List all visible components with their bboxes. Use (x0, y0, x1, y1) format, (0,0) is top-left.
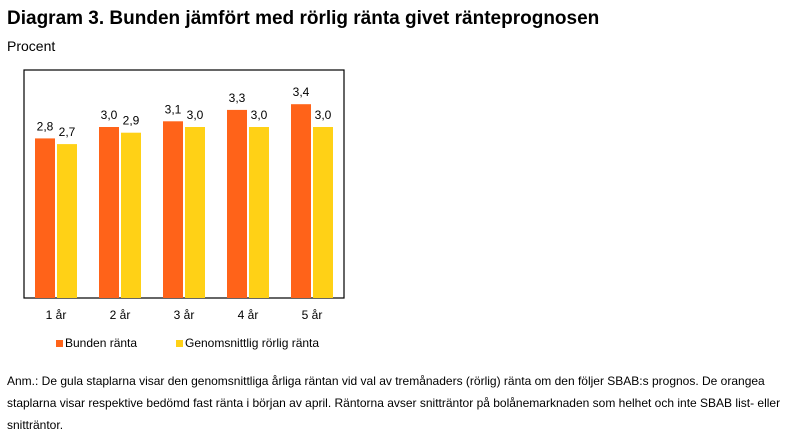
x-tick-label: 3 år (174, 308, 195, 322)
data-label: 3,0 (315, 108, 332, 122)
plot-frame (23, 69, 345, 299)
data-label: 3,0 (101, 108, 118, 122)
bar-rorlig (185, 127, 205, 298)
bar-rorlig (57, 144, 77, 298)
data-label: 2,7 (59, 125, 76, 139)
bar-bunden (163, 121, 183, 298)
legend-label: Genomsnittlig rörlig ränta (185, 336, 319, 350)
chart-subtitle: Procent (7, 38, 56, 54)
bar-bunden (291, 104, 311, 298)
data-label: 3,1 (165, 102, 182, 116)
bar-bunden (99, 127, 119, 298)
data-label: 3,0 (187, 108, 204, 122)
x-tick-label: 1 år (46, 308, 67, 322)
chart-title: Diagram 3. Bunden jämfört med rörlig rän… (7, 8, 600, 29)
bar-rorlig (313, 127, 333, 298)
bar-rorlig (121, 132, 141, 298)
chart-note: Anm.: De gula staplarna visar den genoms… (7, 374, 781, 432)
x-tick-label: 4 år (238, 308, 259, 322)
data-label: 3,0 (251, 108, 268, 122)
bar-chart: 2,8 2,7 1 år 3,0 2,9 2 år 3,1 3,0 3 år 3,3 3,0 4 år… (23, 69, 345, 350)
legend-swatch (176, 340, 183, 347)
bar-bunden (227, 109, 247, 299)
data-label: 3,4 (293, 85, 310, 99)
x-tick-label: 2 år (110, 308, 131, 322)
data-label: 3,3 (229, 91, 246, 105)
legend-label: Bunden ränta (65, 336, 137, 350)
bar-rorlig (249, 127, 269, 298)
x-tick-label: 5 år (302, 308, 323, 322)
data-label: 2,8 (37, 119, 54, 133)
bar-bunden (35, 138, 55, 298)
legend-swatch (56, 340, 63, 347)
data-label: 2,9 (123, 114, 140, 128)
